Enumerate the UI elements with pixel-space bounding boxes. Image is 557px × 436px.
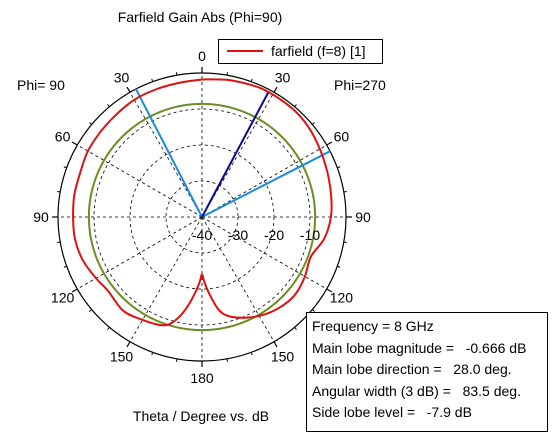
info-frequency: Frequency = 8 GHz: [312, 318, 434, 334]
minor-tick: [57, 241, 61, 244]
angle-label: 90: [355, 209, 371, 225]
grid-spoke: [201, 144, 327, 218]
grid-spoke: [129, 216, 203, 342]
angle-label: 120: [330, 290, 354, 306]
minor-tick: [294, 104, 297, 108]
minor-tick: [89, 309, 93, 312]
axis-labels: 0 30 60 90 120 150 180 150 120 90 60 30 -40 -30 -20 -10: [33, 48, 371, 386]
angle-tick: [273, 341, 278, 348]
polar-grid: [52, 67, 352, 367]
minor-tick: [311, 122, 315, 125]
legend: farfield (f=8) [1]: [218, 39, 383, 64]
radial-label: -30: [228, 227, 248, 243]
minor-tick: [63, 265, 67, 268]
angle-tick: [126, 86, 131, 93]
info-box: Frequency = 8 GHz Main lobe magnitude = …: [306, 312, 548, 432]
angle-label: 90: [33, 209, 49, 225]
chart-title: Farfield Gain Abs (Phi=90): [118, 9, 283, 25]
minor-tick: [63, 166, 67, 169]
minor-tick: [343, 241, 347, 244]
minor-tick: [226, 358, 229, 362]
angle-tick: [71, 141, 78, 146]
side-lobe-circle: [87, 102, 317, 332]
minor-tick: [294, 326, 297, 330]
x-axis-label: Theta / Degree vs. dB: [133, 408, 269, 424]
angle-label: 120: [51, 290, 75, 306]
angle-tick: [326, 288, 333, 293]
grid-spoke: [201, 216, 275, 342]
angle-label: 150: [271, 348, 295, 364]
minor-tick: [151, 352, 154, 356]
legend-swatch: [227, 50, 263, 52]
radial-label: -20: [264, 227, 284, 243]
info-side-lobe-level: Side lobe level = -7.9 dB: [312, 404, 472, 420]
minor-tick: [250, 352, 253, 356]
minor-tick: [89, 122, 93, 125]
angle-tick: [71, 288, 78, 293]
phi-right-label: Phi=270: [334, 77, 386, 93]
main-lobe-line: [201, 91, 270, 218]
minor-tick: [175, 358, 178, 362]
angle-label: 0: [198, 48, 206, 64]
minor-tick: [57, 190, 61, 193]
minor-tick: [250, 78, 253, 82]
grid-spoke: [201, 216, 327, 290]
minor-tick: [343, 190, 347, 193]
series-line: [72, 78, 333, 327]
angle-label: 60: [55, 129, 71, 145]
angle-label: 150: [110, 348, 134, 364]
angle-label: 60: [334, 129, 350, 145]
beamwidth-line: [135, 88, 203, 218]
minor-tick: [107, 104, 110, 108]
gain-curve: [72, 78, 333, 327]
minor-tick: [337, 265, 341, 268]
minor-tick: [226, 72, 229, 76]
lobe-markers: [87, 88, 331, 332]
angle-label: 30: [275, 70, 291, 86]
beamwidth-line: [201, 150, 331, 218]
angle-tick: [273, 86, 278, 93]
grid-spoke: [77, 216, 203, 290]
phi-left-label: Phi= 90: [17, 77, 65, 93]
radial-label: -40: [192, 227, 212, 243]
minor-tick: [311, 309, 315, 312]
angle-tick: [126, 341, 131, 348]
angle-label: 30: [114, 70, 130, 86]
minor-tick: [107, 326, 110, 330]
legend-label: farfield (f=8) [1]: [271, 43, 366, 59]
grid-spoke: [129, 92, 203, 218]
radial-label: -10: [300, 227, 320, 243]
angle-label: 180: [190, 370, 214, 386]
minor-tick: [151, 78, 154, 82]
info-main-lobe-direction: Main lobe direction = 28.0 deg.: [312, 361, 512, 377]
info-angular-width: Angular width (3 dB) = 83.5 deg.: [312, 382, 521, 399]
angle-tick: [326, 141, 333, 146]
minor-tick: [337, 166, 341, 169]
minor-tick: [175, 72, 178, 76]
grid-spoke: [77, 144, 203, 218]
info-main-lobe-magnitude: Main lobe magnitude = -0.666 dB: [312, 339, 527, 356]
